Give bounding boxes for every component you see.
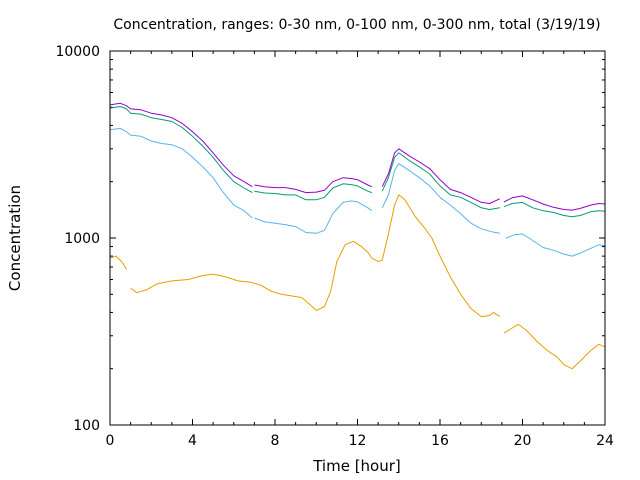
x-tick-label: 16 <box>431 433 449 449</box>
x-tick-label: 8 <box>271 433 280 449</box>
chart-title: Concentration, ranges: 0-30 nm, 0-100 nm… <box>113 17 600 33</box>
series-line-4 <box>109 102 606 211</box>
y-tick-label: 10000 <box>55 44 100 60</box>
plot-frame <box>109 50 606 426</box>
series-line-2 <box>109 128 606 257</box>
x-axis-label: Time [hour] <box>312 457 401 475</box>
x-tick-label: 20 <box>514 433 532 449</box>
y-tick-label: 1000 <box>64 231 100 247</box>
y-tick-label: 100 <box>73 418 100 434</box>
series-line-1 <box>109 194 606 370</box>
series-layer <box>109 102 606 370</box>
x-tick-label: 12 <box>349 433 367 449</box>
x-tick-label: 24 <box>596 433 614 449</box>
x-tick-label: 0 <box>106 433 115 449</box>
series-line-3 <box>109 106 606 218</box>
y-axis-label: Concentration <box>6 185 24 291</box>
ticks-layer: 0 4 8 12 16 20 24 100 1000 10000 <box>55 44 614 449</box>
x-tick-label: 4 <box>188 433 197 449</box>
